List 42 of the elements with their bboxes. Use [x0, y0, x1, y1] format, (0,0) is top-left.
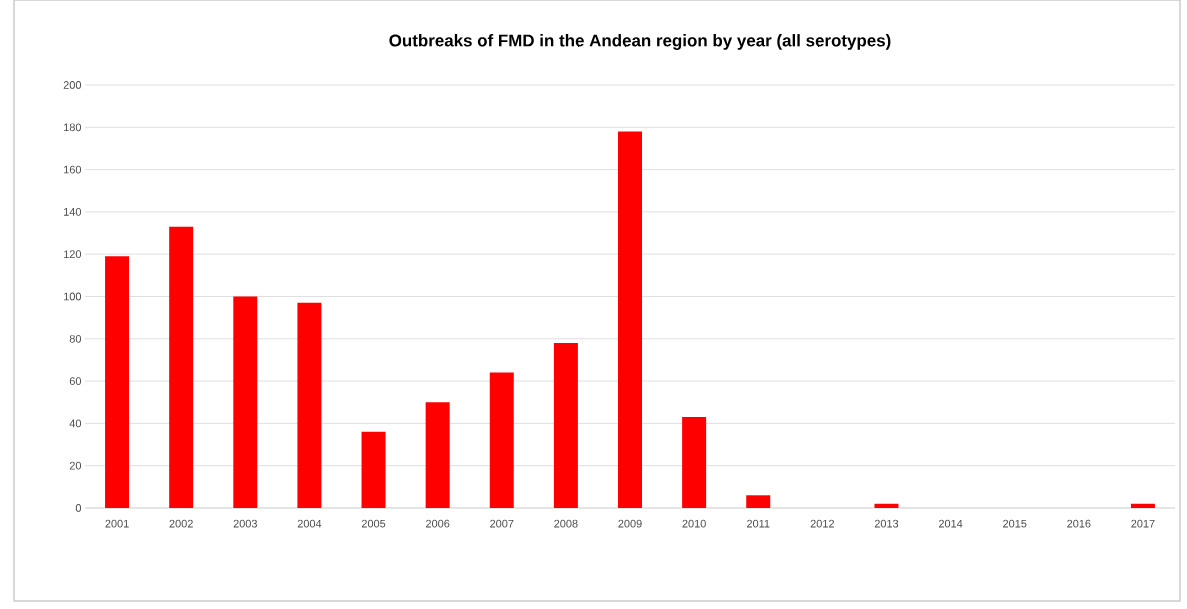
- y-tick-label: 20: [69, 461, 82, 470]
- x-tick-label: 2013: [874, 519, 899, 528]
- x-tick-label: 2015: [1003, 519, 1027, 528]
- y-tick-label: 80: [69, 334, 82, 343]
- x-tick-label: 2011: [747, 519, 770, 528]
- chart-title: Outbreaks of FMD in the Andean region by year (all serotypes): [389, 34, 891, 50]
- bar: [361, 431, 386, 508]
- bar: [105, 256, 130, 508]
- x-tick-label: 2016: [1067, 519, 1091, 528]
- x-tick-label: 2003: [233, 519, 257, 528]
- y-tick-label: 120: [64, 250, 82, 259]
- y-tick-label: 200: [63, 81, 82, 89]
- x-tick-label: 2006: [426, 519, 450, 528]
- bar: [233, 296, 258, 508]
- bar: [1130, 503, 1155, 508]
- x-tick-label: 2002: [169, 519, 193, 528]
- bar: [553, 343, 578, 508]
- y-tick-label: 180: [64, 123, 82, 132]
- x-tick-label: 2012: [810, 519, 834, 528]
- x-tick-label: 2009: [618, 519, 642, 528]
- bar: [682, 417, 707, 508]
- bar: [618, 131, 642, 508]
- x-tick-label: 2007: [490, 519, 514, 528]
- bar: [169, 226, 194, 508]
- y-tick-label: 40: [69, 419, 82, 428]
- x-tick-label: 2004: [297, 519, 322, 528]
- y-tick-label: 100: [64, 292, 82, 301]
- y-tick-label: 0: [75, 504, 82, 512]
- x-tick-label: 2017: [1131, 519, 1155, 528]
- x-tick-label: 2008: [554, 519, 578, 528]
- y-tick-label: 160: [64, 165, 82, 174]
- bar: [746, 495, 771, 508]
- bar: [874, 503, 899, 508]
- bar: [297, 302, 322, 508]
- x-tick-label: 2001: [105, 519, 129, 528]
- x-tick-label: 2005: [361, 519, 386, 528]
- bar: [489, 372, 514, 508]
- bar: [425, 402, 450, 508]
- y-tick-label: 140: [64, 208, 82, 216]
- y-tick-label: 60: [69, 377, 82, 385]
- x-tick-label: 2014: [938, 519, 963, 528]
- x-tick-label: 2010: [682, 519, 706, 528]
